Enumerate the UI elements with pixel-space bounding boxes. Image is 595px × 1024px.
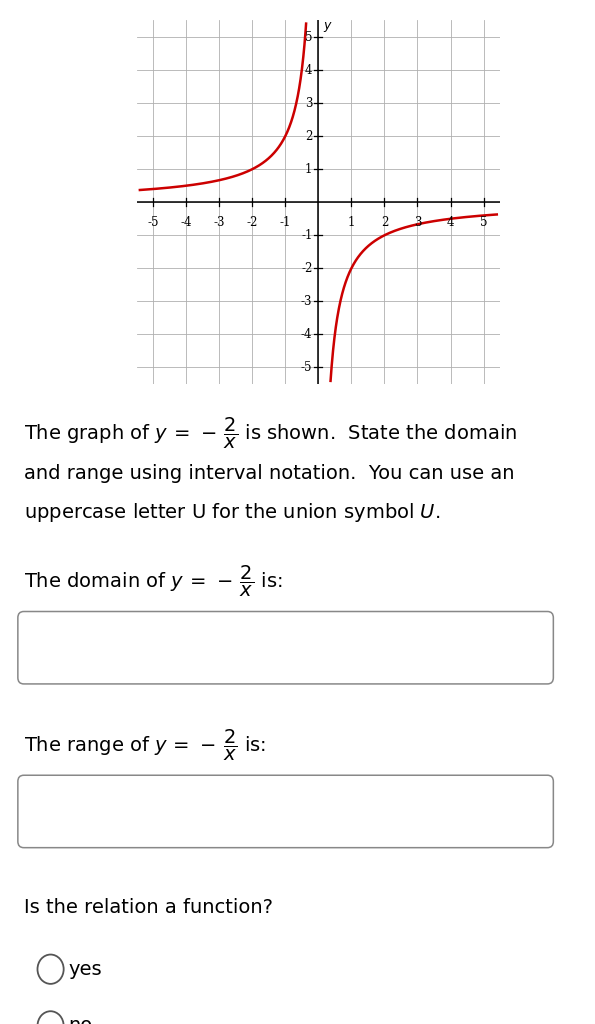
Text: 2: 2	[381, 216, 388, 229]
Text: The graph of $y\,=\,-\,\dfrac{2}{x}$ is shown.  State the domain: The graph of $y\,=\,-\,\dfrac{2}{x}$ is …	[24, 417, 517, 452]
Text: -3: -3	[301, 295, 312, 308]
FancyBboxPatch shape	[18, 611, 553, 684]
Text: 1: 1	[347, 216, 355, 229]
Text: 5: 5	[305, 31, 312, 43]
Text: $y$: $y$	[322, 20, 333, 34]
Text: -1: -1	[280, 216, 291, 229]
Text: and range using interval notation.  You can use an: and range using interval notation. You c…	[24, 464, 514, 482]
Text: 1: 1	[305, 163, 312, 176]
Text: -4: -4	[301, 328, 312, 341]
Text: -5: -5	[148, 216, 159, 229]
Text: 5: 5	[480, 216, 487, 229]
Text: 4: 4	[447, 216, 454, 229]
Text: -1: -1	[301, 228, 312, 242]
Text: Is the relation a function?: Is the relation a function?	[24, 898, 273, 918]
Text: uppercase letter U for the union symbol $U$.: uppercase letter U for the union symbol …	[24, 502, 440, 524]
Text: 3: 3	[305, 96, 312, 110]
Text: -5: -5	[301, 361, 312, 374]
Text: -3: -3	[214, 216, 225, 229]
Text: 2: 2	[305, 130, 312, 142]
Text: The domain of $y\,=\,-\,\dfrac{2}{x}$ is:: The domain of $y\,=\,-\,\dfrac{2}{x}$ is…	[24, 564, 282, 599]
Text: -2: -2	[301, 262, 312, 274]
Text: 3: 3	[414, 216, 421, 229]
Text: yes: yes	[68, 959, 102, 979]
FancyBboxPatch shape	[18, 775, 553, 848]
Text: The range of $y\,=\,-\,\dfrac{2}{x}$ is:: The range of $y\,=\,-\,\dfrac{2}{x}$ is:	[24, 728, 266, 763]
Text: 4: 4	[305, 63, 312, 77]
Text: -4: -4	[180, 216, 192, 229]
Text: -2: -2	[246, 216, 258, 229]
Text: no: no	[68, 1017, 93, 1024]
